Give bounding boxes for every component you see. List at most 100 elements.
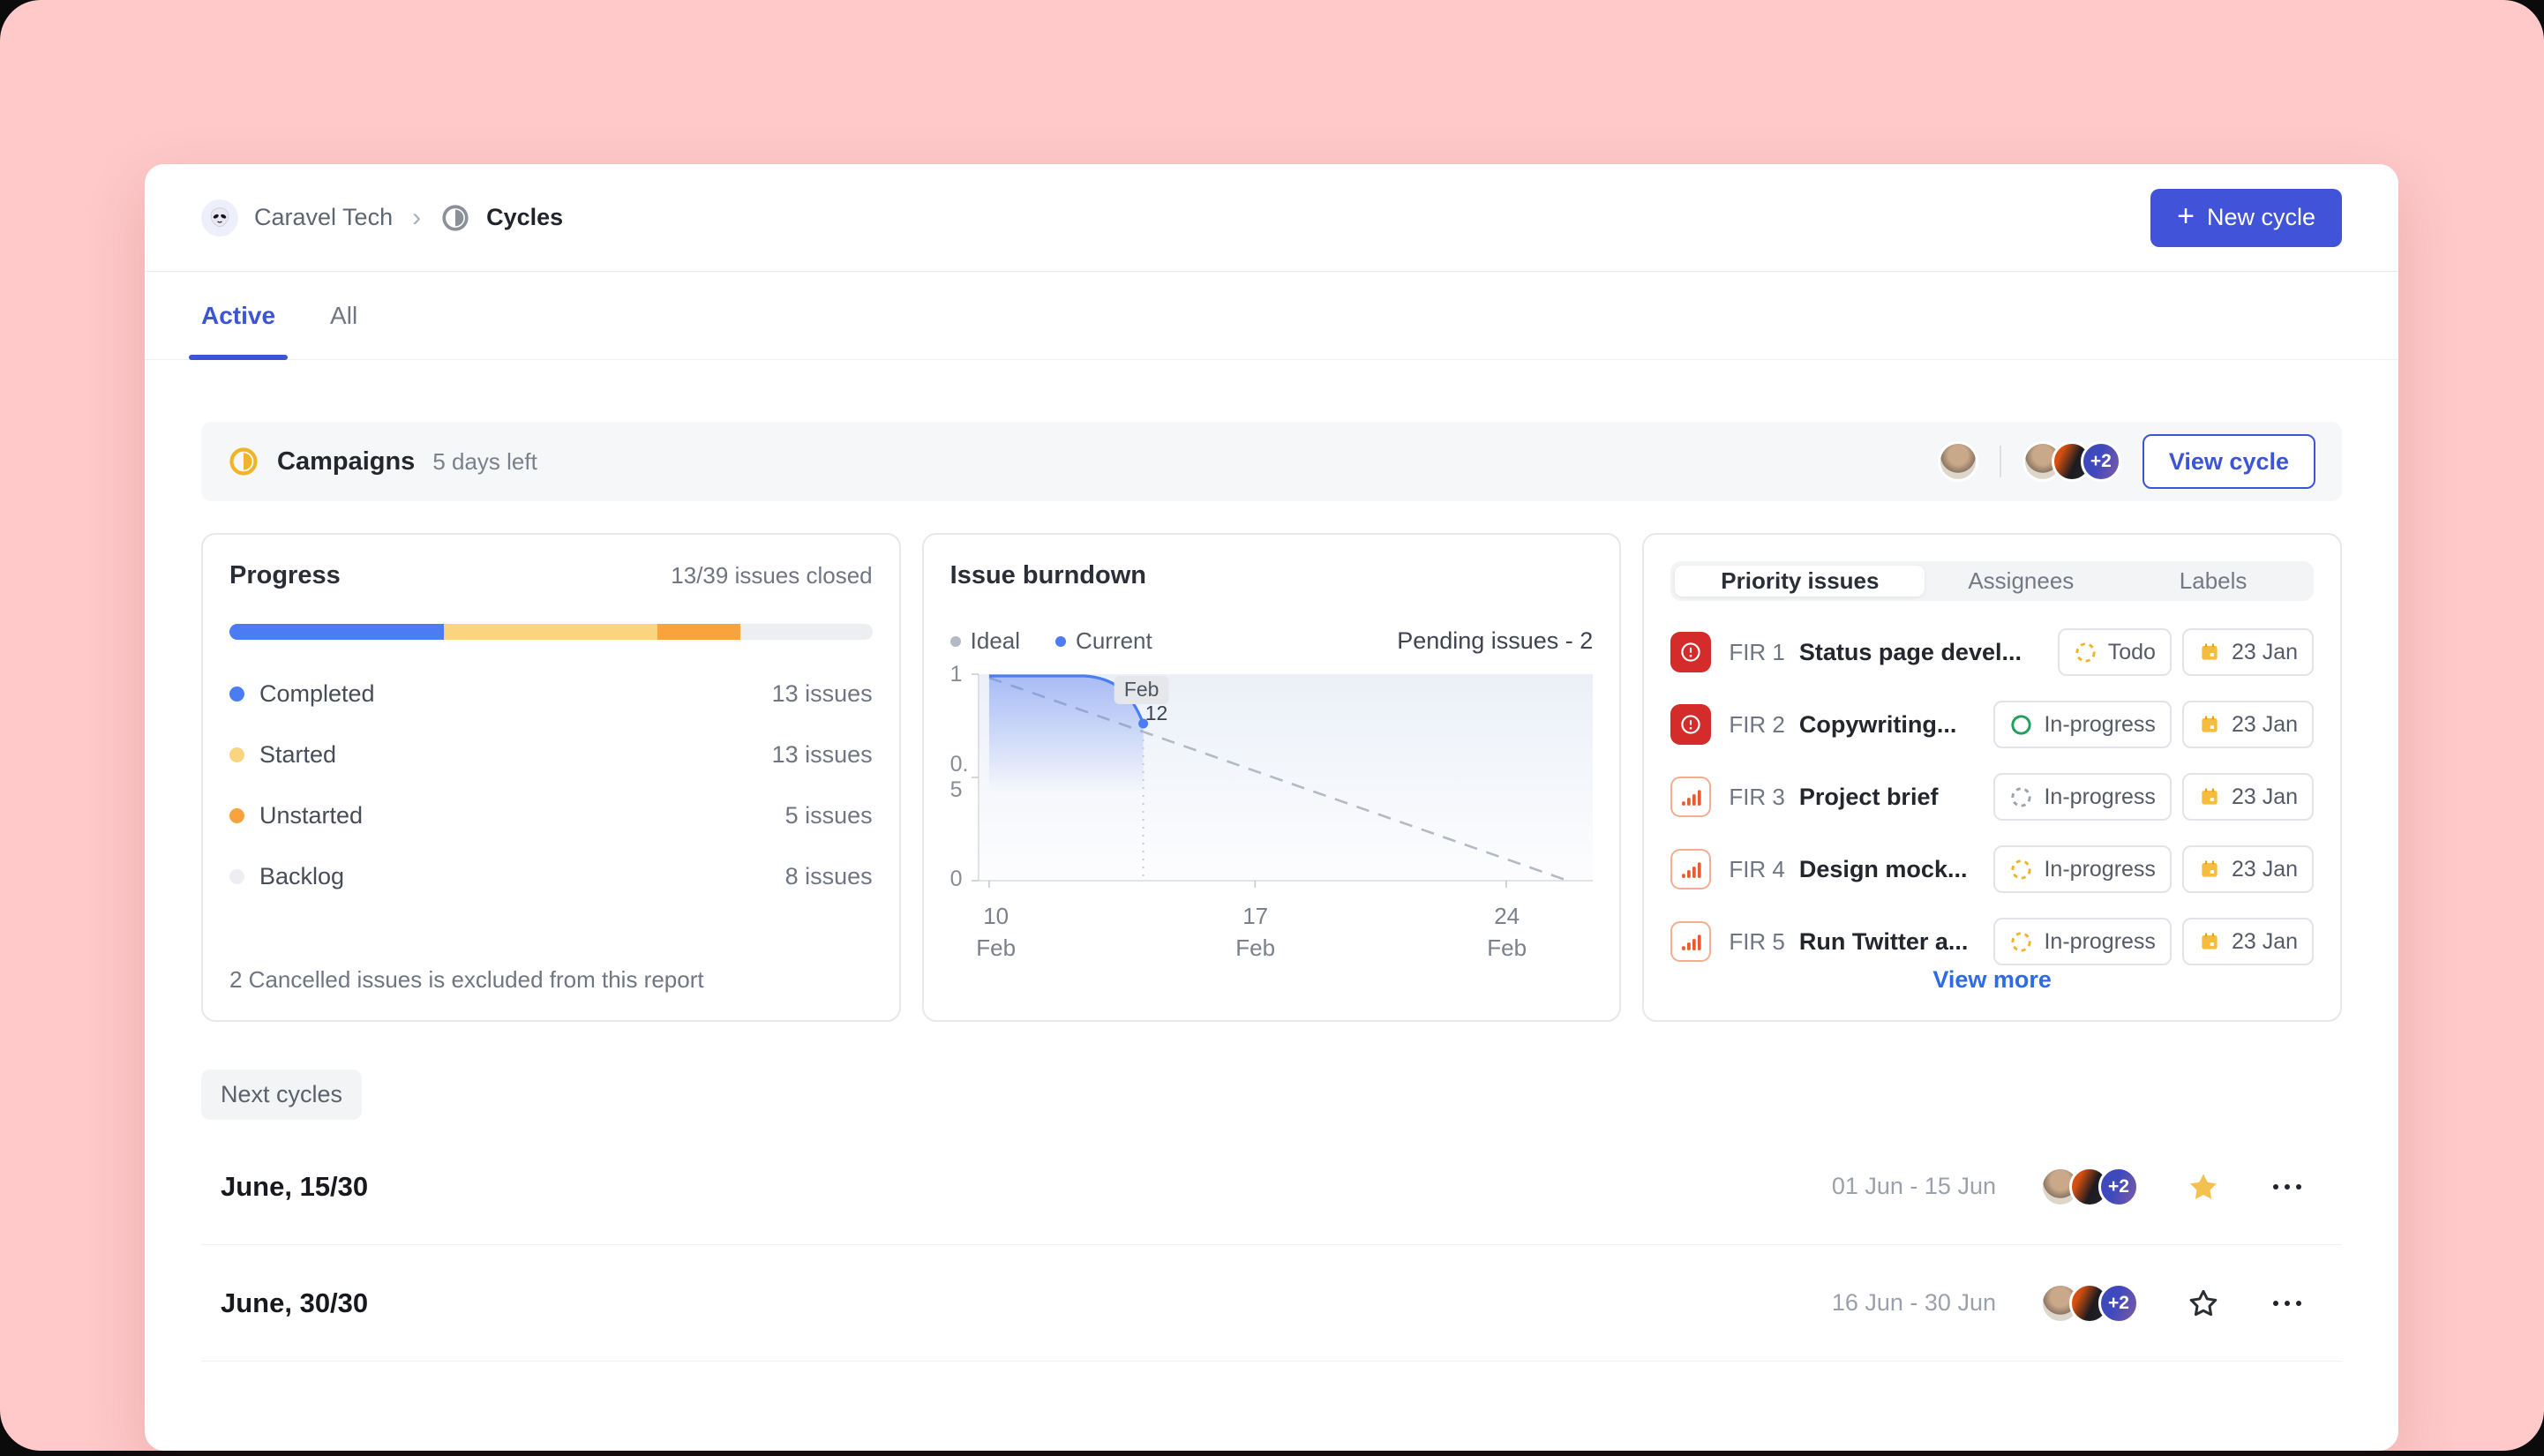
issue-row[interactable]: FIR 1 Status page devel... Todo 23 Jan	[1670, 627, 2314, 677]
tooltip-month: Feb	[1123, 678, 1159, 701]
progress-segment-started	[443, 624, 658, 640]
legend-current: Current	[1055, 627, 1152, 655]
top-bar: Caravel Tech › Cycles + New cycle	[145, 164, 2398, 272]
plus-icon: +	[2177, 199, 2195, 233]
inprogress-gray-icon	[2011, 786, 2032, 807]
member-avatar-stack[interactable]: +2	[2022, 441, 2121, 482]
xtick-10-feb: 10 Feb	[976, 903, 1017, 961]
new-cycle-button[interactable]: + New cycle	[2150, 188, 2342, 247]
tooltip-chip	[1114, 676, 1169, 704]
legend-label: Backlog	[259, 863, 345, 889]
progress-bar	[229, 624, 873, 640]
tab-active[interactable]: Active	[188, 272, 289, 360]
cycle-date-range: 16 Jun - 30 Jun	[1831, 1289, 1996, 1316]
status-badge[interactable]: In-progress	[1993, 773, 2172, 821]
inprogress-green-icon	[2011, 714, 2032, 735]
cycle-name: June, 15/30	[221, 1170, 369, 1202]
progress-footnote: 2 Cancelled issues is excluded from this…	[229, 966, 704, 993]
view-more-link[interactable]: View more	[1932, 966, 2052, 993]
avatar-overflow-badge: +2	[2080, 441, 2121, 482]
priority-tab-strip: Priority issues Assignees Labels	[1670, 561, 2314, 601]
due-date-badge[interactable]: 23 Jan	[2181, 845, 2314, 893]
ytick-0-5: 0.5	[949, 752, 969, 802]
tab-assignees[interactable]: Assignees	[1968, 567, 2075, 594]
tab-all[interactable]: All	[330, 301, 358, 329]
issue-title: Copywriting...	[1798, 710, 1957, 738]
priority-urgent-icon	[1670, 632, 1712, 672]
legend-row: Backlog 8 issues	[229, 863, 873, 890]
unstarted-dot-icon	[229, 808, 244, 823]
due-date-badge[interactable]: 23 Jan	[2181, 628, 2314, 676]
legend-row: Started 13 issues	[229, 741, 873, 769]
legend-label: Started	[259, 741, 337, 768]
issue-row[interactable]: FIR 4 Design mock... In-progress 23 Jan	[1670, 844, 2314, 894]
ytick-0: 0	[949, 867, 963, 891]
app-window: Caravel Tech › Cycles + New cycle Active…	[145, 164, 2398, 1451]
more-options-icon[interactable]	[2268, 1295, 2307, 1312]
burndown-chart: Feb 12 1 0.5 0 10 Feb 17 Feb 24 Feb	[949, 662, 1594, 994]
cycles-tabs: Active All	[145, 272, 2398, 360]
ytick-1: 1	[949, 662, 963, 687]
legend-count: 8 issues	[784, 863, 873, 889]
favorite-star-outline-icon[interactable]	[2183, 1283, 2224, 1324]
status-badge[interactable]: In-progress	[1993, 845, 2172, 893]
issue-row[interactable]: FIR 2 Copywriting... In-progress 23 Jan	[1670, 700, 2314, 749]
due-date-badge[interactable]: 23 Jan	[2181, 773, 2314, 821]
divider	[1999, 446, 2001, 477]
issue-title: Project brief	[1798, 783, 1939, 810]
breadcrumb-cycles[interactable]: Cycles	[486, 204, 564, 230]
progress-segment-backlog	[739, 624, 873, 640]
backlog-dot-icon	[229, 869, 244, 884]
priority-urgent-icon	[1670, 704, 1712, 745]
progress-segment-unstarted	[657, 624, 740, 640]
cycle-days-left: 5 days left	[432, 447, 537, 475]
current-endpoint	[1137, 718, 1148, 729]
cycle-row-june-30[interactable]: June, 30/30 16 Jun - 30 Jun +2	[201, 1245, 2342, 1362]
active-cycle-banner: Campaigns 5 days left +2 View cycle	[201, 422, 2342, 501]
calendar-icon	[2202, 788, 2218, 805]
due-date-badge[interactable]: 23 Jan	[2181, 918, 2314, 965]
legend-label: Unstarted	[259, 802, 364, 829]
cycle-progress-icon	[228, 446, 259, 477]
view-cycle-button[interactable]: View cycle	[2142, 434, 2315, 489]
cycles-icon	[440, 203, 470, 233]
xtick-24-feb: 24 Feb	[1487, 903, 1527, 961]
member-avatar-stack[interactable]: +2	[2040, 1282, 2139, 1324]
issue-id: FIR 1	[1729, 638, 1785, 665]
favorite-star-filled-icon[interactable]	[2183, 1167, 2224, 1207]
workspace-logo-icon	[201, 199, 238, 236]
status-badge[interactable]: In-progress	[1993, 701, 2172, 748]
status-badge[interactable]: Todo	[2057, 628, 2172, 676]
member-avatar-stack[interactable]: +2	[2040, 1166, 2139, 1207]
tab-labels[interactable]: Labels	[2179, 567, 2248, 594]
legend-row: Unstarted 5 issues	[229, 802, 873, 829]
progress-panel: Progress 13/39 issues closed Completed	[201, 533, 901, 1022]
status-badge[interactable]: In-progress	[1993, 918, 2172, 965]
cycle-detail-panels: Progress 13/39 issues closed Completed	[201, 533, 2342, 1022]
cycle-banner-actions: +2 View cycle	[1937, 434, 2315, 489]
tab-priority-issues[interactable]: Priority issues	[1675, 566, 1925, 597]
more-options-icon[interactable]	[2268, 1178, 2307, 1196]
burndown-panel: Issue burndown Ideal Current Pending iss…	[921, 533, 1622, 1022]
cycle-row-june-15[interactable]: June, 15/30 01 Jun - 15 Jun +2	[201, 1129, 2342, 1245]
lead-avatar[interactable]	[1937, 441, 1978, 482]
issue-id: FIR 2	[1729, 710, 1785, 738]
issue-id: FIR 5	[1729, 927, 1785, 955]
progress-segment-completed	[229, 624, 444, 640]
avatar-overflow-badge: +2	[2098, 1166, 2139, 1207]
priority-high-icon	[1670, 849, 1712, 889]
current-area	[988, 676, 1144, 792]
breadcrumb-workspace[interactable]: Caravel Tech	[254, 204, 394, 230]
issue-row[interactable]: FIR 3 Project brief In-progress 23 Jan	[1670, 772, 2314, 822]
issue-row[interactable]: FIR 5 Run Twitter a... In-progress 23 Ja…	[1670, 917, 2314, 966]
started-dot-icon	[229, 747, 244, 762]
calendar-icon	[2202, 933, 2218, 949]
cycle-banner-info: Campaigns 5 days left	[228, 446, 537, 477]
ideal-dot-icon	[949, 635, 961, 647]
progress-summary: 13/39 issues closed	[671, 562, 873, 589]
completed-dot-icon	[229, 687, 244, 702]
due-date-badge[interactable]: 23 Jan	[2181, 701, 2314, 748]
issue-title: Design mock...	[1798, 855, 1968, 882]
main-content: Campaigns 5 days left +2 View cycle	[145, 422, 2398, 1362]
new-cycle-label: New cycle	[2206, 204, 2315, 230]
